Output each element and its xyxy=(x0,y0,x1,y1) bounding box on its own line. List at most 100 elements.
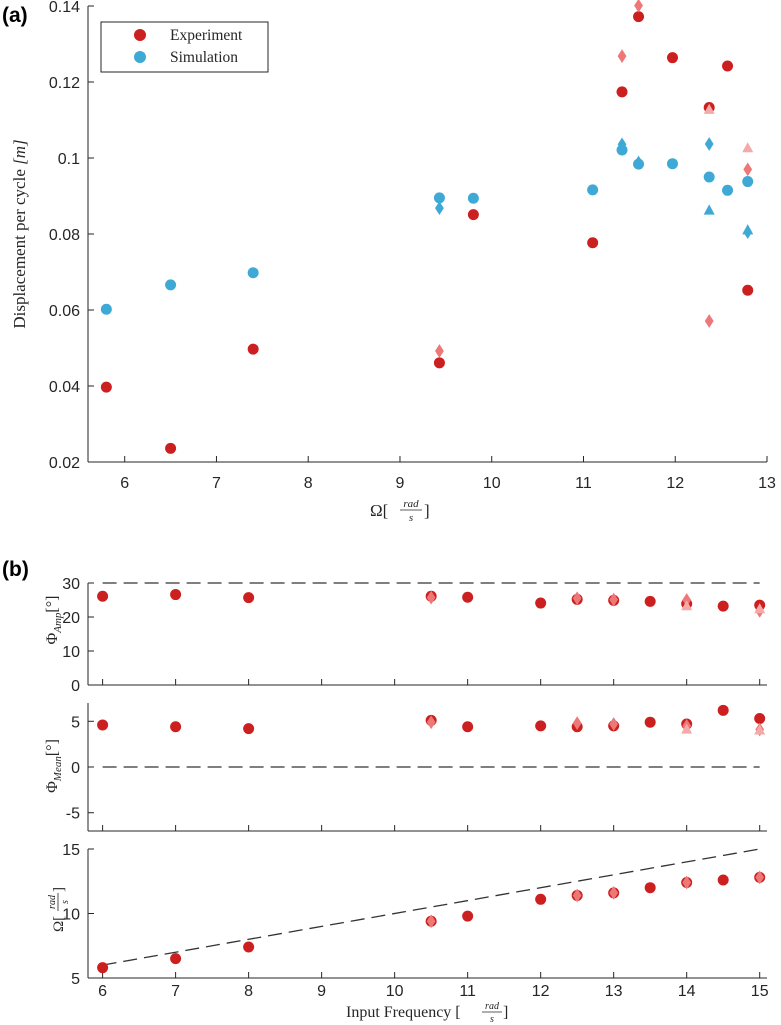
chart-a-xlabel-main: Ω[ xyxy=(370,501,389,520)
experiment-diamond-point xyxy=(435,344,444,358)
y-tick-label: 0.1 xyxy=(58,151,80,168)
chart-b-xlabel-num: rad xyxy=(485,1001,500,1012)
simulation-circle-point xyxy=(587,184,599,196)
chart-b-mean-ylabel-main: Φ xyxy=(44,781,61,793)
chart-a-ylabel-unit: [m] xyxy=(10,139,29,165)
chart-b-omega-plot-area: 5 10 15 6 7 8 9 10 11 12 13 14 15 xyxy=(62,842,768,1000)
experiment-triangle-point xyxy=(703,103,715,114)
simulation-diamond-point xyxy=(634,155,643,170)
simulation-circle-point xyxy=(703,171,715,183)
chart-a-ylabel-main: Displacement per cycle xyxy=(10,165,29,329)
simulation-circle-point xyxy=(742,176,754,188)
experiment-diamond-point xyxy=(426,590,436,605)
experiment-circle-point xyxy=(462,721,474,733)
experiment-circle-point xyxy=(243,941,255,953)
experiment-triangle-point xyxy=(681,723,693,734)
x-tick-label: 14 xyxy=(678,983,696,1000)
chart-b-mean-ylabel-unit: [°] xyxy=(44,739,61,756)
chart-a-xlabel-close: ] xyxy=(424,501,430,520)
experiment-diamond-point xyxy=(682,593,692,607)
experiment-circle-point xyxy=(462,910,474,922)
experiment-triangle-point xyxy=(754,603,766,614)
y-tick-label: 20 xyxy=(62,610,80,627)
y-tick-label: 30 xyxy=(62,576,80,593)
experiment-circle-point xyxy=(535,893,547,905)
experiment-diamond-point xyxy=(572,888,582,903)
chart-a-plot-area: 0.02 0.04 0.06 0.08 0.1 0.12 0.14 6 7 8 9 10 11 12 13 xyxy=(49,0,776,492)
experiment-diamond-point xyxy=(426,715,436,730)
x-tick-label: 6 xyxy=(120,475,129,492)
chart-b-xlabel-den: s xyxy=(490,1014,494,1025)
chart-b-omega-ylabel-close: ] xyxy=(51,887,67,892)
x-tick-label: 11 xyxy=(459,983,476,1000)
simulation-circle-point xyxy=(100,303,112,315)
experiment-circle-point xyxy=(467,209,479,221)
x-tick-label: 8 xyxy=(304,475,313,492)
x-tick-label: 7 xyxy=(212,475,221,492)
experiment-circle-point xyxy=(644,882,656,894)
simulation-diamond-point xyxy=(435,201,444,216)
legend-experiment-marker xyxy=(134,29,146,41)
y-tick-label: 0 xyxy=(71,760,80,777)
simulation-circle-point xyxy=(722,184,734,196)
chart-b-xlabel-close: ] xyxy=(503,1004,508,1021)
experiment-triangle-point xyxy=(742,142,754,153)
experiment-circle-point xyxy=(535,720,547,732)
experiment-circle-point xyxy=(666,52,678,64)
simulation-diamond-point xyxy=(704,137,714,151)
x-tick-label: 8 xyxy=(244,983,253,1000)
experiment-diamond-point xyxy=(572,591,582,606)
simulation-circle-point xyxy=(433,192,445,204)
chart-a-xlabel-num: rad xyxy=(403,498,419,510)
x-tick-label: 10 xyxy=(386,983,404,1000)
x-tick-label: 12 xyxy=(532,983,550,1000)
experiment-circle-point xyxy=(170,721,182,733)
x-tick-label: 6 xyxy=(98,983,107,1000)
experiment-circle-point xyxy=(717,874,729,886)
simulation-circle-point xyxy=(666,158,678,170)
chart-b-mean-ylabel: ΦMean[°] xyxy=(44,739,64,793)
experiment-triangle-point xyxy=(681,600,693,611)
experiment-circle-point xyxy=(616,86,628,98)
chart-b-amplitude-ylabel-main: Φ xyxy=(44,632,61,644)
chart-b-omega-ylabel-num: rad xyxy=(47,894,58,909)
experiment-circle-point xyxy=(742,284,754,296)
panel-label-b: (b) xyxy=(2,558,29,581)
y-tick-label: 10 xyxy=(62,907,80,924)
experiment-diamond-point xyxy=(572,716,582,730)
legend-simulation-label: Simulation xyxy=(170,49,238,66)
experiment-circle-point xyxy=(644,595,656,607)
experiment-diamond-point xyxy=(609,885,619,900)
experiment-circle-point xyxy=(717,704,729,716)
chart-a-xlabel: Ω[ rad s ] xyxy=(370,498,430,524)
y-tick-label: 5 xyxy=(71,971,80,988)
x-tick-label: 13 xyxy=(758,475,776,492)
x-tick-label: 9 xyxy=(396,475,405,492)
chart-b-mean: -5 0 5 ΦMean[°] xyxy=(44,703,767,832)
experiment-circle-point xyxy=(644,716,656,728)
chart-a-ylabel: Displacement per cycle [m] xyxy=(10,139,29,328)
simulation-circle-point xyxy=(467,192,479,204)
experiment-diamond-point xyxy=(755,870,765,885)
experiment-circle-point xyxy=(433,357,445,369)
chart-b-mean-ylabel-sub: Mean xyxy=(52,756,64,783)
legend: Experiment Simulation xyxy=(100,21,269,73)
y-tick-label: 0.12 xyxy=(49,75,80,92)
experiment-diamond-point xyxy=(609,592,619,607)
chart-b-omega-ylabel-main: Ω[ xyxy=(51,916,67,932)
y-tick-label: 0.06 xyxy=(49,303,80,320)
x-tick-label: 11 xyxy=(575,475,592,492)
experiment-circle-point xyxy=(587,237,599,249)
experiment-diamond-point xyxy=(634,0,643,13)
experiment-diamond-point xyxy=(426,914,436,929)
chart-b-amplitude-ylabel: ΦAmp[°] xyxy=(44,596,64,645)
y-tick-label: 5 xyxy=(71,714,80,731)
experiment-circle-point xyxy=(170,953,182,965)
legend-experiment-label: Experiment xyxy=(170,27,243,44)
panel-label-a: (a) xyxy=(2,4,28,27)
x-tick-label: 10 xyxy=(483,475,501,492)
chart-b-omega: 5 10 15 6 7 8 9 10 11 12 13 14 15 Ω[ rad s ] Input F… xyxy=(47,842,769,1025)
experiment-circle-point xyxy=(462,591,474,603)
chart-b-amplitude: 0 10 20 30 ΦAmp[°] xyxy=(44,576,767,695)
